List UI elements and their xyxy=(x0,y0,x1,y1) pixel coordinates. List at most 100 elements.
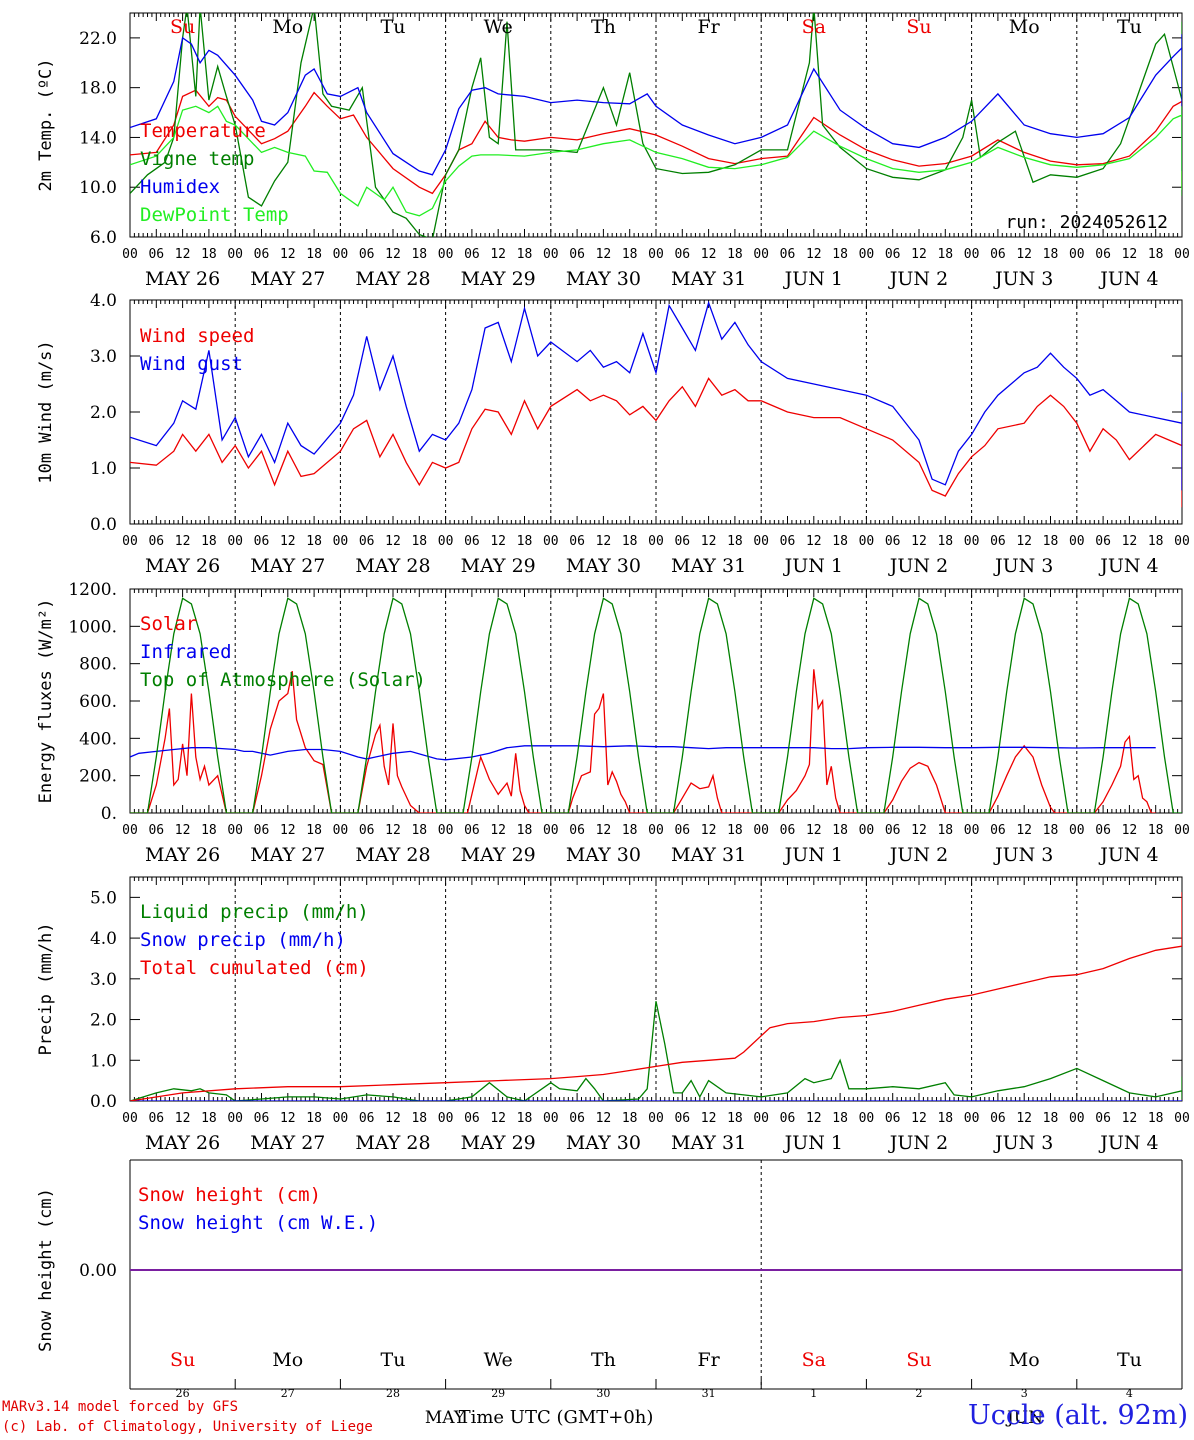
hour-tick-label: 06 xyxy=(885,247,901,262)
hour-tick-label: 00 xyxy=(964,247,980,262)
hour-tick-label: 12 xyxy=(596,1111,612,1126)
legend-entry: Wind speed xyxy=(140,325,254,347)
hour-tick-label: 18 xyxy=(411,247,427,262)
y-tick-label: 10.0 xyxy=(79,178,117,198)
snow-weekday-label: Th xyxy=(591,1349,616,1371)
hour-tick-label: 18 xyxy=(306,823,322,838)
day-number-label: 2 xyxy=(916,1387,923,1400)
hour-tick-label: 12 xyxy=(1122,247,1138,262)
date-label: JUN 2 xyxy=(888,268,948,290)
y-tick-label: 3.0 xyxy=(90,347,117,367)
date-label: MAY 29 xyxy=(461,844,536,866)
snow-weekday-label: Mo xyxy=(272,1349,303,1371)
hour-tick-label: 12 xyxy=(806,1111,822,1126)
hour-tick-label: 00 xyxy=(438,247,454,262)
hour-tick-label: 06 xyxy=(1095,1111,1111,1126)
hour-tick-label: 00 xyxy=(648,823,664,838)
hour-tick-label: 06 xyxy=(780,1111,796,1126)
hour-tick-label: 12 xyxy=(1016,247,1032,262)
hour-tick-label: 18 xyxy=(937,534,953,549)
y-tick-label: 14.0 xyxy=(79,128,117,148)
hour-tick-label: 12 xyxy=(280,247,296,262)
snow-weekday-label: Sa xyxy=(802,1349,826,1371)
date-label: MAY 26 xyxy=(145,555,220,577)
hour-tick-label: 00 xyxy=(1174,247,1190,262)
hour-tick-label: 12 xyxy=(385,247,401,262)
hour-tick-label: 18 xyxy=(937,1111,953,1126)
date-label: JUN 3 xyxy=(993,555,1053,577)
hour-tick-label: 18 xyxy=(517,823,533,838)
series-line-vigne-temp xyxy=(130,13,1182,237)
hour-tick-label: 12 xyxy=(596,247,612,262)
series-line-infrared xyxy=(130,745,1156,761)
hour-tick-label: 12 xyxy=(280,823,296,838)
hour-tick-label: 12 xyxy=(701,534,717,549)
series-line-top-of-atmosphere-solar- xyxy=(550,597,656,813)
y-tick-label: 1200. xyxy=(68,580,117,600)
hour-tick-label: 00 xyxy=(859,534,875,549)
hour-tick-label: 00 xyxy=(964,534,980,549)
date-label: MAY 29 xyxy=(461,555,536,577)
hour-tick-label: 06 xyxy=(1095,247,1111,262)
hour-tick-label: 12 xyxy=(911,247,927,262)
hour-tick-label: 12 xyxy=(701,247,717,262)
hour-tick-label: 06 xyxy=(885,534,901,549)
y-tick-label: 1000. xyxy=(68,617,117,637)
legend-entry: Snow height (cm) xyxy=(138,1184,321,1206)
hour-tick-label: 00 xyxy=(438,823,454,838)
hour-tick-label: 18 xyxy=(517,247,533,262)
series-line-humidex xyxy=(130,34,1182,176)
hour-tick-label: 18 xyxy=(832,823,848,838)
hour-tick-label: 18 xyxy=(201,823,217,838)
hour-tick-label: 06 xyxy=(569,534,585,549)
hour-tick-label: 00 xyxy=(1174,1111,1190,1126)
hour-tick-label: 18 xyxy=(832,1111,848,1126)
hour-tick-label: 18 xyxy=(622,1111,638,1126)
series-line-wind-gust xyxy=(130,300,1182,491)
hour-tick-label: 12 xyxy=(806,823,822,838)
hour-tick-label: 12 xyxy=(175,534,191,549)
hour-tick-label: 06 xyxy=(569,1111,585,1126)
hour-tick-label: 06 xyxy=(780,247,796,262)
station-label: Uccle (alt. 92m) xyxy=(968,1400,1188,1431)
y-axis-label: Snow height (cm) xyxy=(36,1188,56,1352)
hour-tick-label: 12 xyxy=(806,534,822,549)
y-tick-label: 22.0 xyxy=(79,29,117,49)
hour-tick-label: 12 xyxy=(1122,534,1138,549)
hour-tick-label: 00 xyxy=(333,1111,349,1126)
hour-tick-label: 06 xyxy=(674,247,690,262)
hour-tick-label: 18 xyxy=(1148,823,1164,838)
date-label: MAY 29 xyxy=(461,1132,536,1154)
hour-tick-label: 18 xyxy=(201,534,217,549)
y-tick-label: 1.0 xyxy=(90,1051,117,1071)
hour-tick-label: 06 xyxy=(464,823,480,838)
y-tick-label: 0.0 xyxy=(90,515,117,535)
hour-tick-label: 18 xyxy=(727,823,743,838)
hour-tick-label: 12 xyxy=(280,1111,296,1126)
hour-tick-label: 12 xyxy=(596,534,612,549)
weekday-label: Su xyxy=(906,16,931,38)
hour-tick-label: 00 xyxy=(543,534,559,549)
day-number-label: 29 xyxy=(491,1387,505,1400)
hour-tick-label: 06 xyxy=(464,534,480,549)
y-tick-label: 0. xyxy=(101,804,117,824)
hour-tick-label: 18 xyxy=(306,534,322,549)
date-label: MAY 26 xyxy=(145,268,220,290)
hour-tick-label: 00 xyxy=(227,823,243,838)
date-label: MAY 30 xyxy=(566,1132,641,1154)
hour-tick-label: 00 xyxy=(438,534,454,549)
hour-tick-label: 12 xyxy=(1122,823,1138,838)
hour-tick-label: 12 xyxy=(596,823,612,838)
series-line-liquid-precip-mm-h- xyxy=(130,1001,1182,1101)
hour-tick-label: 00 xyxy=(859,823,875,838)
month-label: JUN xyxy=(1005,1408,1043,1428)
snow-weekday-label: We xyxy=(484,1349,513,1371)
hour-tick-label: 06 xyxy=(780,823,796,838)
hour-tick-label: 18 xyxy=(517,1111,533,1126)
date-label: JUN 4 xyxy=(1098,268,1158,290)
series-line-total-cumulated-cm- xyxy=(130,892,1182,1101)
hour-tick-label: 06 xyxy=(254,247,270,262)
weekday-label: Mo xyxy=(272,16,303,38)
hour-tick-label: 06 xyxy=(990,534,1006,549)
hour-tick-label: 06 xyxy=(885,823,901,838)
